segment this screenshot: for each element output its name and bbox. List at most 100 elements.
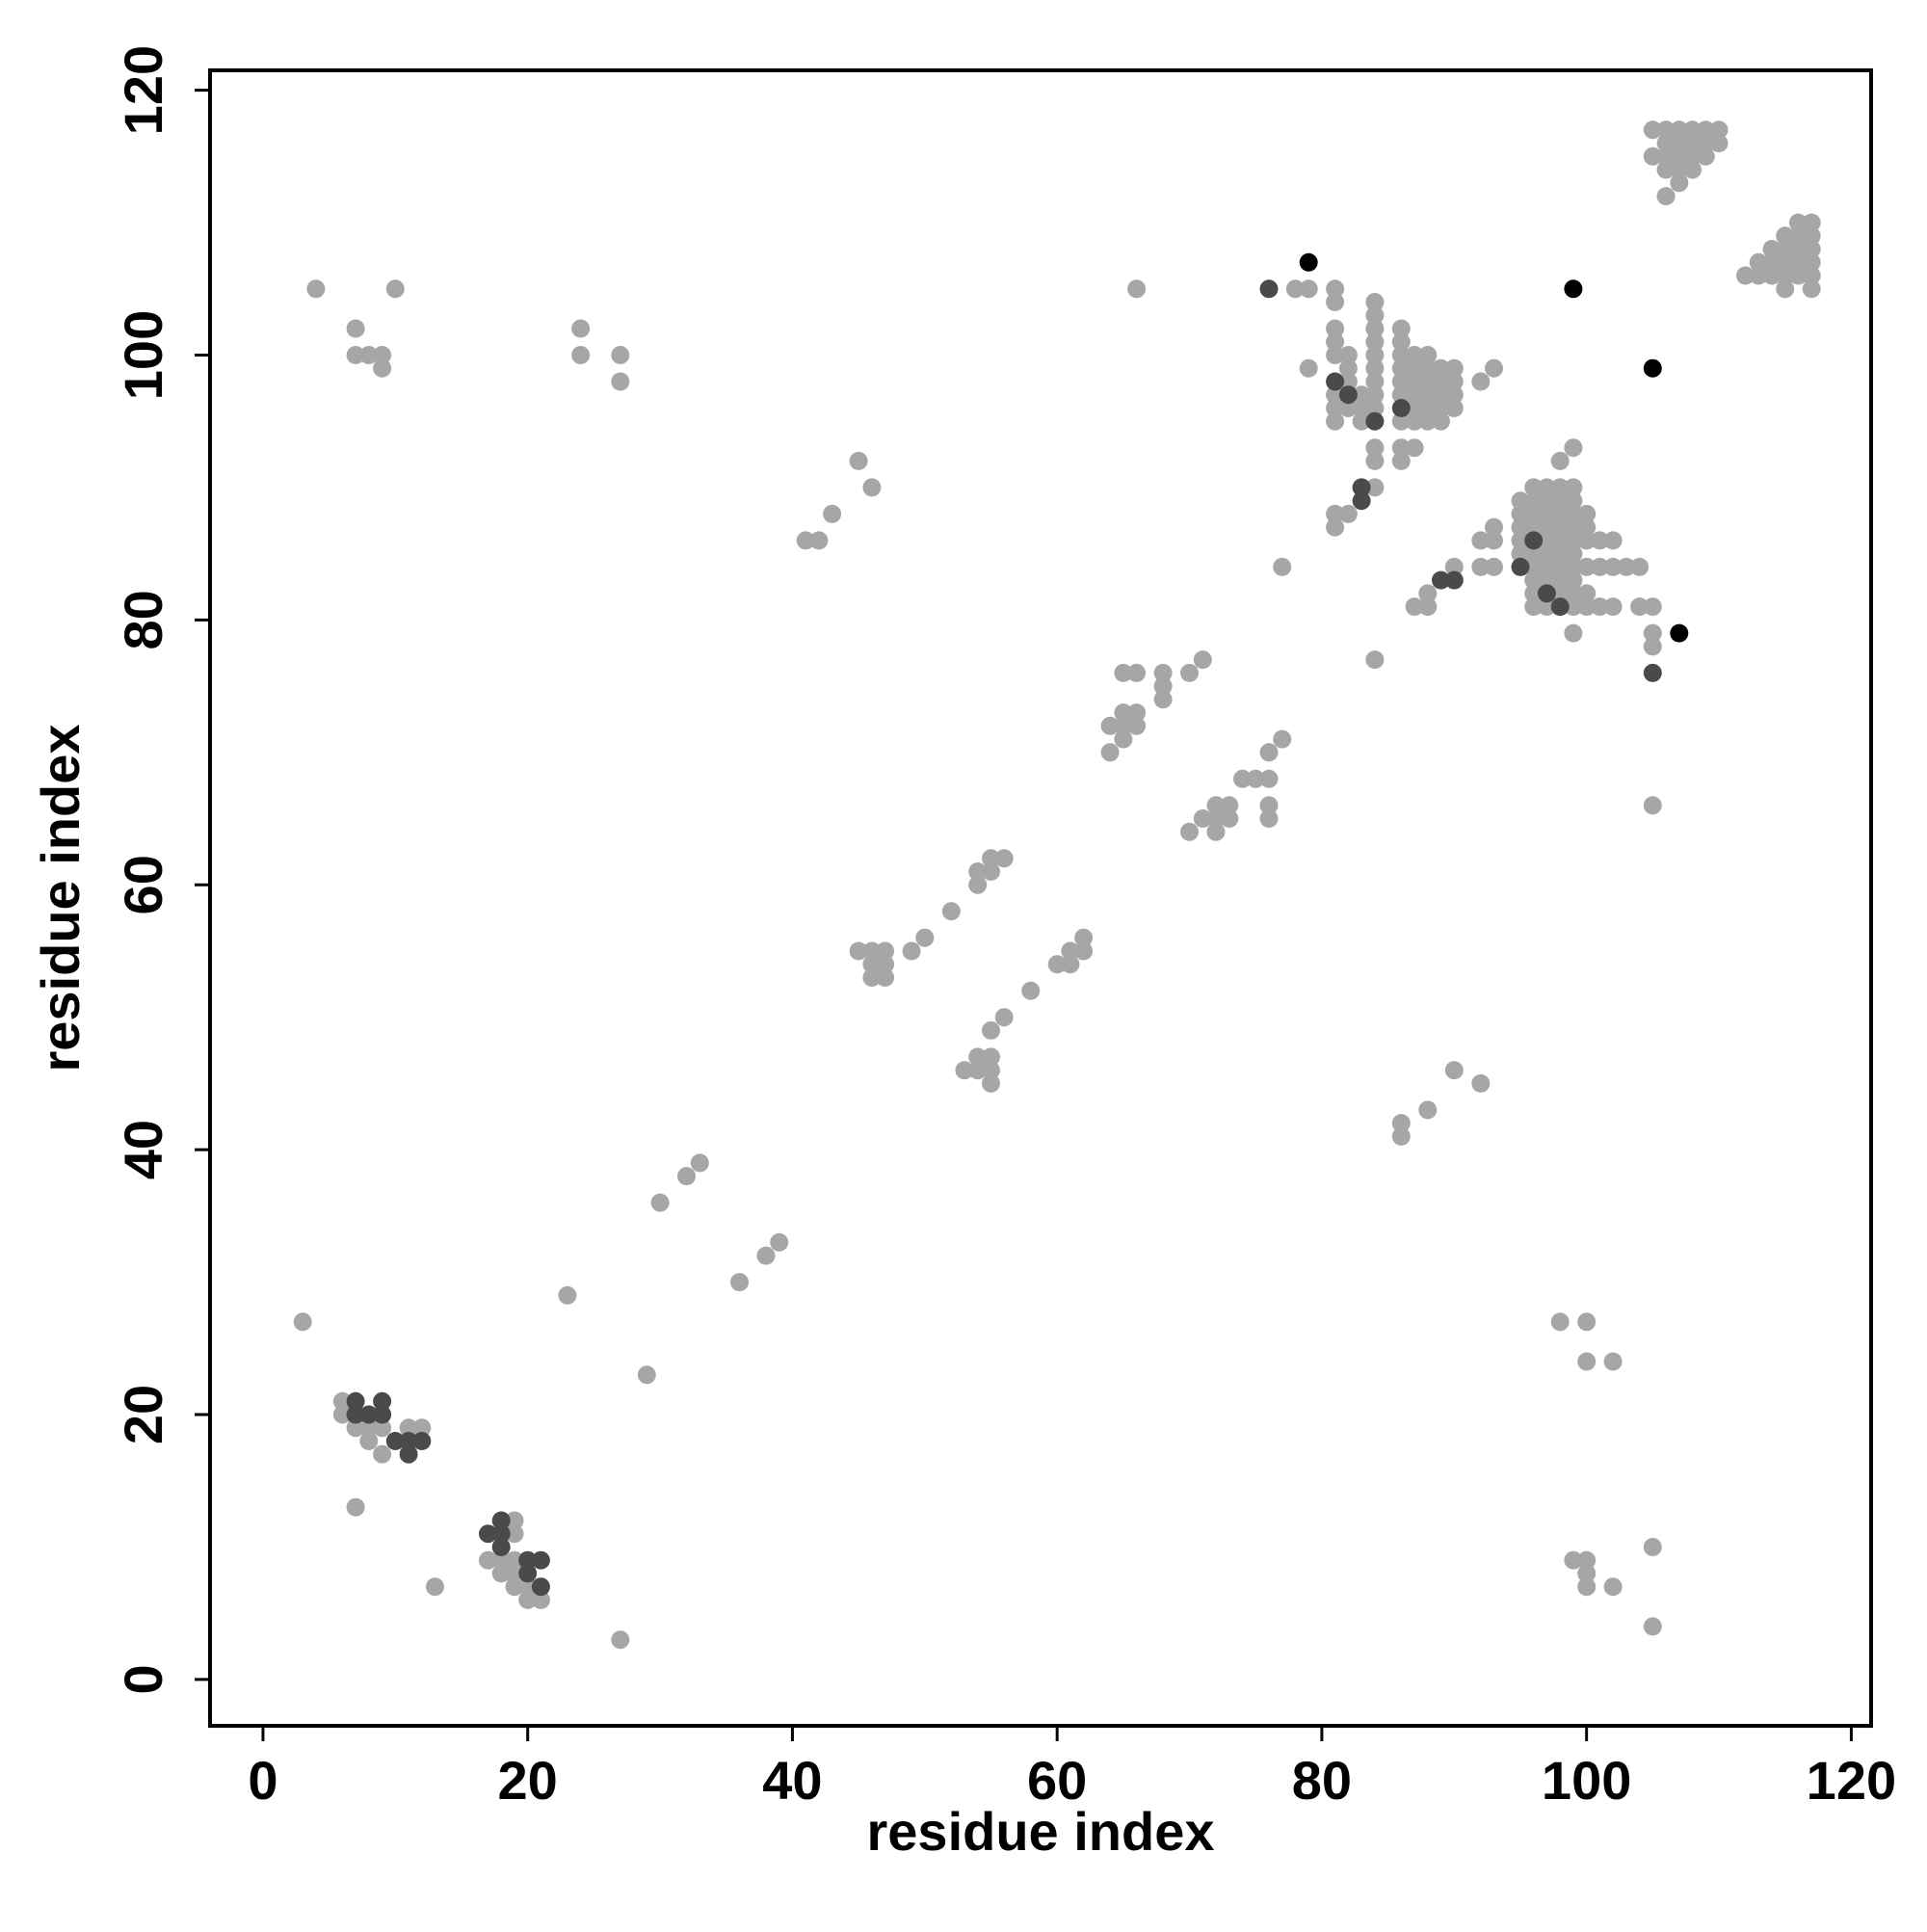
- data-point-light-9: [611, 346, 630, 364]
- data-point-light-123: [1564, 544, 1583, 564]
- data-point-light-186: [1656, 187, 1676, 206]
- data-point-light-240: [968, 875, 988, 894]
- data-point-light-150: [1485, 531, 1503, 550]
- data-point-light-267: [756, 1246, 776, 1265]
- x-tick-label-2: 40: [762, 1750, 822, 1811]
- data-point-light-160: [1749, 252, 1768, 272]
- data-point-light-224: [1259, 769, 1279, 788]
- data-point-light-75: [1444, 372, 1464, 391]
- data-point-light-40: [1365, 358, 1385, 378]
- data-point-light-227: [1259, 809, 1279, 828]
- data-point-light-278: [1577, 1550, 1597, 1570]
- data-point-light-36: [1365, 305, 1385, 325]
- data-point-light-284: [332, 1391, 352, 1411]
- data-point-light-206: [1114, 729, 1133, 749]
- data-point-dark-13: [1643, 663, 1662, 682]
- x-tick-label-4: 80: [1292, 1750, 1352, 1811]
- data-point-light-203: [1114, 663, 1133, 682]
- x-tick-label-6: 120: [1807, 1750, 1896, 1811]
- data-point-dark-1: [1326, 372, 1345, 391]
- data-point-light-257: [1074, 941, 1094, 961]
- data-point-light-231: [862, 955, 882, 974]
- data-point-light-0: [306, 279, 326, 299]
- data-point-light-282: [1643, 1538, 1662, 1556]
- data-point-light-1: [346, 319, 365, 338]
- data-point-light-281: [1603, 1577, 1623, 1597]
- data-point-light-28: [1326, 385, 1345, 405]
- data-point-light-68: [1418, 411, 1438, 431]
- data-point-light-159: [1749, 266, 1768, 285]
- data-point-black-2: [1643, 358, 1662, 378]
- y-tick-label-5: 100: [113, 310, 173, 400]
- data-point-light-218: [1206, 809, 1226, 828]
- data-point-light-132: [1577, 531, 1597, 550]
- data-point-light-249: [982, 1073, 1000, 1093]
- data-point-light-2: [346, 346, 365, 364]
- data-point-light-53: [1391, 411, 1411, 431]
- data-point-light-43: [1365, 399, 1385, 417]
- data-point-light-174: [1802, 279, 1821, 299]
- plot-frame: [208, 68, 1873, 1728]
- data-point-light-70: [1432, 372, 1450, 391]
- data-point-light-76: [1444, 385, 1464, 405]
- data-point-light-262: [1471, 1073, 1491, 1093]
- data-point-light-208: [1127, 703, 1147, 723]
- data-point-light-67: [1418, 399, 1438, 417]
- data-point-light-225: [1259, 743, 1279, 762]
- data-point-light-45: [1365, 451, 1385, 470]
- data-point-light-118: [1564, 478, 1583, 497]
- data-point-dark-2: [1338, 385, 1358, 405]
- data-point-light-110: [1550, 504, 1570, 523]
- data-point-dark-3: [1352, 478, 1371, 497]
- data-point-light-95: [1524, 557, 1544, 576]
- data-point-light-39: [1365, 346, 1385, 364]
- x-tick-label-0: 0: [248, 1750, 277, 1811]
- data-point-light-293: [346, 1497, 365, 1517]
- data-point-light-113: [1550, 544, 1570, 564]
- data-point-light-50: [1391, 358, 1411, 378]
- data-point-light-19: [1299, 358, 1318, 378]
- data-point-light-164: [1776, 266, 1795, 285]
- data-point-dark-9: [1537, 584, 1556, 603]
- data-point-light-60: [1405, 399, 1424, 417]
- data-point-light-124: [1564, 557, 1583, 576]
- data-point-light-217: [1206, 796, 1226, 815]
- data-point-light-181: [1643, 146, 1662, 166]
- data-point-light-268: [770, 1232, 789, 1252]
- data-point-light-223: [1246, 769, 1265, 788]
- data-point-light-128: [1564, 438, 1583, 458]
- data-point-light-115: [1550, 570, 1570, 590]
- data-point-light-42: [1365, 385, 1385, 405]
- data-point-dark-20: [399, 1432, 418, 1450]
- data-point-light-229: [849, 941, 868, 961]
- data-point-light-289: [373, 1418, 392, 1438]
- data-point-light-119: [1564, 491, 1583, 511]
- data-point-light-301: [505, 1577, 524, 1597]
- data-point-light-242: [982, 862, 1000, 881]
- data-point-light-112: [1550, 531, 1570, 550]
- x-tick-label-5: 100: [1542, 1750, 1631, 1811]
- data-point-light-275: [1577, 1352, 1597, 1371]
- data-point-dark-7: [1511, 557, 1530, 576]
- data-point-light-151: [1471, 531, 1491, 550]
- data-point-light-266: [730, 1273, 749, 1292]
- data-point-light-216: [1193, 809, 1212, 828]
- data-point-light-280: [1577, 1577, 1597, 1597]
- data-point-light-85: [1511, 491, 1530, 511]
- data-point-light-55: [1391, 451, 1411, 470]
- data-point-light-106: [1537, 570, 1556, 590]
- data-point-light-30: [1326, 411, 1345, 431]
- data-point-light-149: [1485, 517, 1503, 537]
- data-point-light-171: [1788, 240, 1808, 258]
- data-point-light-221: [1220, 809, 1239, 828]
- data-point-light-245: [968, 1047, 988, 1067]
- data-point-light-130: [1577, 504, 1597, 523]
- data-point-light-272: [611, 1630, 630, 1650]
- data-point-light-83: [1273, 557, 1292, 576]
- data-point-light-166: [1776, 240, 1795, 258]
- data-point-light-258: [1391, 1114, 1411, 1133]
- y-axis-title: residue index: [30, 724, 91, 1072]
- data-point-light-63: [1418, 346, 1438, 364]
- data-point-light-58: [1405, 372, 1424, 391]
